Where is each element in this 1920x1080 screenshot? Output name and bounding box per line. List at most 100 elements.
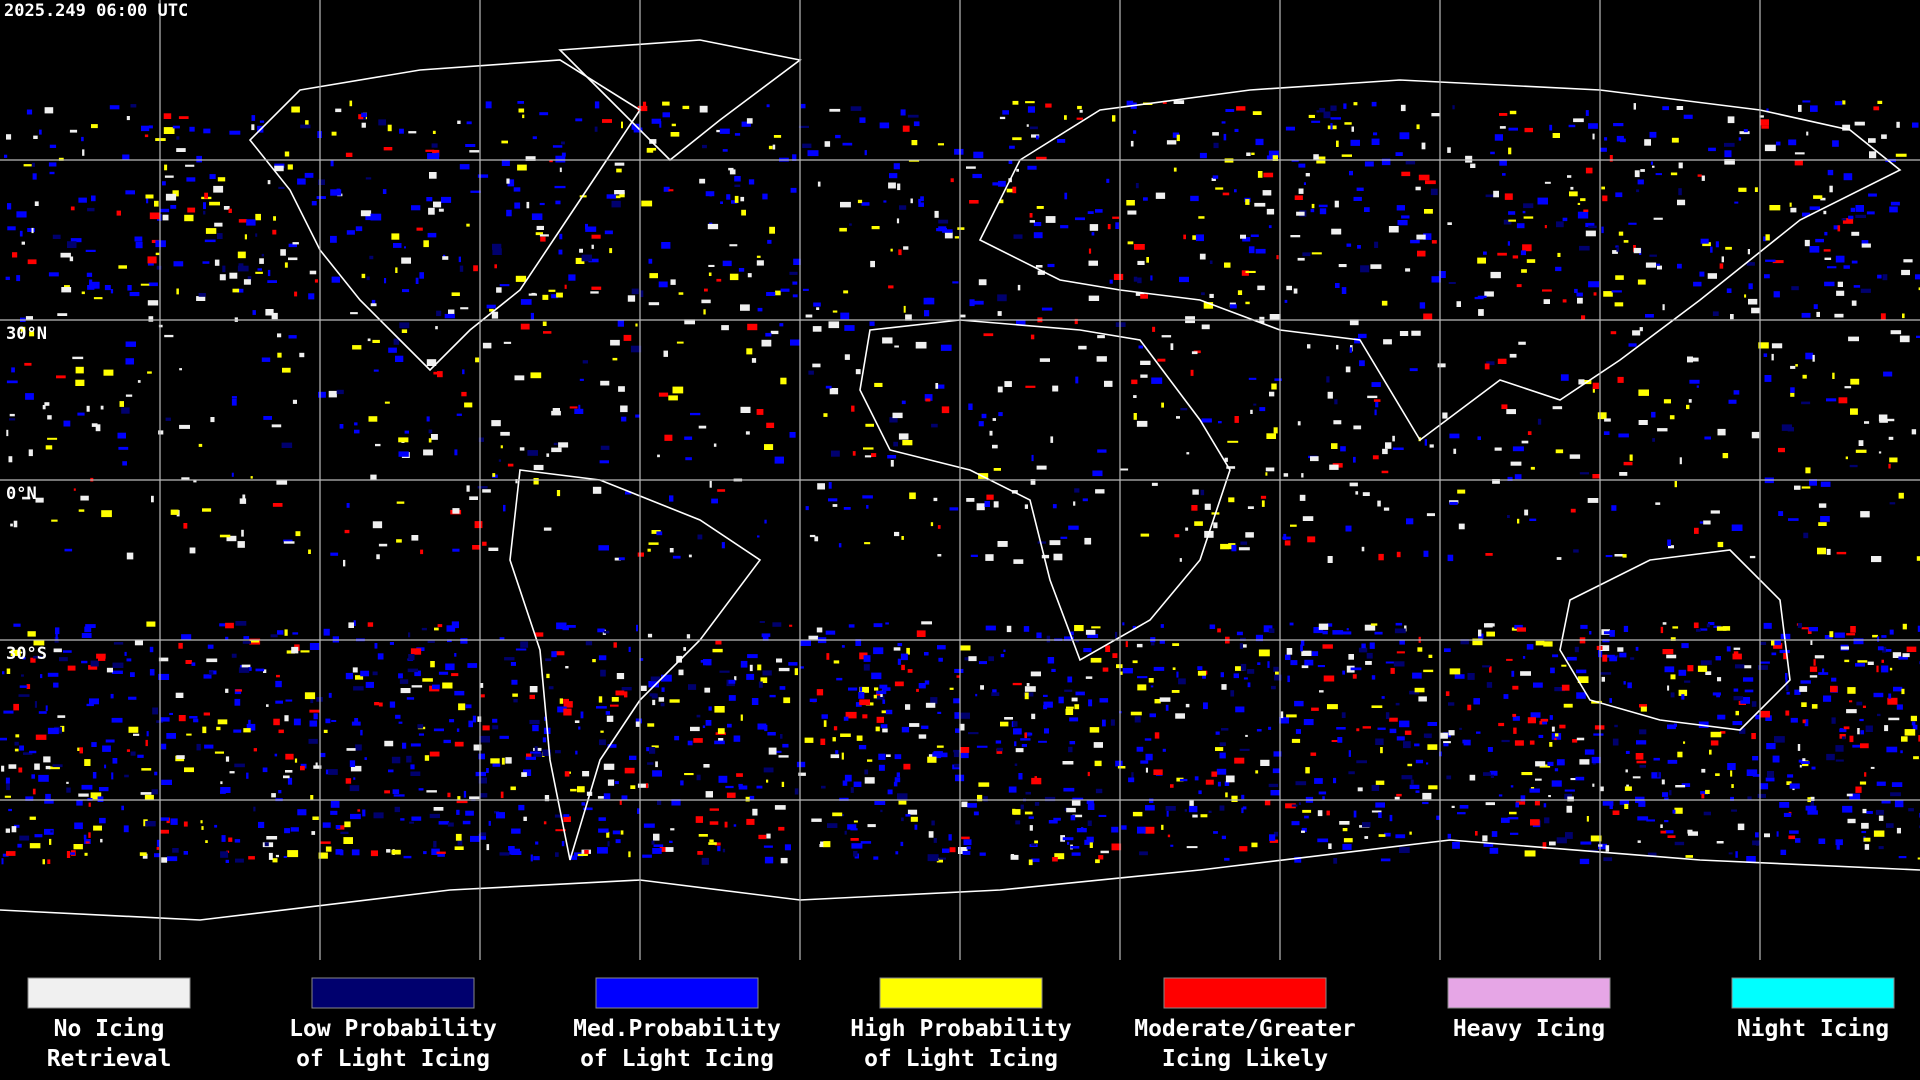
icing-pixel: [1717, 541, 1724, 548]
icing-pixel: [817, 483, 825, 490]
icing-pixel: [15, 734, 20, 738]
icing-pixel: [1086, 799, 1094, 804]
icing-pixel: [477, 174, 489, 178]
icing-pixel: [1364, 161, 1374, 167]
icing-pixel: [1624, 803, 1629, 809]
icing-pixel: [13, 623, 21, 627]
icing-pixel: [882, 699, 886, 704]
icing-pixel: [228, 837, 233, 842]
icing-pixel: [431, 143, 438, 148]
icing-pixel: [1087, 771, 1090, 777]
icing-pixel: [647, 762, 654, 765]
icing-pixel: [873, 623, 883, 628]
icing-pixel: [1394, 628, 1406, 634]
icing-pixel: [1615, 192, 1623, 198]
icing-pixel: [44, 107, 54, 114]
icing-pixel: [1504, 193, 1513, 200]
icing-pixel: [1837, 225, 1841, 232]
icing-pixel: [438, 821, 450, 825]
icing-pixel: [1342, 843, 1352, 850]
icing-pixel: [2, 671, 5, 675]
icing-pixel: [517, 101, 524, 104]
icing-pixel: [186, 177, 196, 182]
icing-pixel: [1677, 751, 1683, 758]
icing-pixel: [756, 409, 764, 415]
icing-pixel: [1179, 558, 1182, 562]
icing-pixel: [1161, 402, 1164, 408]
icing-pixel: [1105, 645, 1111, 652]
icing-pixel: [555, 155, 566, 163]
icing-pixel: [161, 857, 168, 863]
icing-pixel: [997, 386, 1003, 393]
icing-pixel: [540, 236, 546, 242]
icing-pixel: [1336, 344, 1339, 350]
icing-pixel: [1562, 299, 1567, 303]
icing-pixel: [1855, 214, 1866, 218]
icing-pixel: [1351, 126, 1354, 132]
icing-pixel: [847, 824, 857, 830]
icing-pixel: [141, 125, 150, 132]
icing-pixel: [616, 168, 622, 173]
icing-pixel: [734, 676, 737, 681]
icing-pixel: [889, 173, 898, 179]
icing-pixel: [1102, 667, 1109, 672]
icing-pixel: [1291, 821, 1300, 826]
icing-pixel: [1510, 461, 1522, 466]
icing-pixel: [508, 846, 515, 851]
icing-pixel: [614, 781, 619, 785]
icing-pixel: [1637, 816, 1649, 821]
icing-pixel: [447, 639, 452, 643]
icing-pixel: [532, 724, 539, 732]
icing-pixel: [1855, 205, 1864, 212]
icing-pixel: [451, 292, 460, 296]
icing-pixel: [1162, 748, 1166, 752]
icing-pixel: [1649, 254, 1657, 257]
icing-pixel: [1806, 131, 1809, 136]
icing-pixel: [600, 445, 610, 450]
icing-pixel: [1498, 722, 1505, 727]
icing-pixel: [1475, 831, 1478, 836]
icing-pixel: [225, 859, 229, 863]
icing-pixel: [1373, 399, 1381, 402]
icing-pixel: [442, 682, 453, 689]
icing-pixel: [1150, 685, 1154, 688]
icing-pixel: [513, 187, 521, 192]
icing-pixel: [503, 341, 512, 344]
icing-pixel: [670, 132, 680, 137]
icing-pixel: [255, 668, 265, 672]
icing-pixel: [1286, 285, 1292, 291]
icing-pixel: [1130, 711, 1142, 716]
icing-pixel: [1176, 416, 1180, 419]
icing-pixel: [284, 151, 290, 157]
icing-pixel: [1021, 744, 1027, 747]
icing-pixel: [1512, 685, 1519, 690]
icing-pixel: [1623, 240, 1629, 243]
icing-pixel: [962, 851, 971, 855]
icing-pixel: [1089, 841, 1093, 848]
icing-pixel: [47, 415, 52, 420]
icing-pixel: [602, 119, 612, 123]
icing-pixel: [1255, 138, 1264, 146]
icing-pixel: [1026, 124, 1029, 127]
icing-pixel: [69, 256, 74, 262]
icing-pixel: [1508, 127, 1518, 131]
icing-pixel: [729, 244, 738, 247]
icing-pixel: [1580, 198, 1586, 202]
icing-pixel: [1637, 840, 1641, 843]
icing-pixel: [393, 338, 400, 345]
icing-pixel: [128, 696, 137, 700]
icing-pixel: [32, 788, 36, 795]
icing-pixel: [1570, 508, 1576, 513]
icing-pixel: [792, 281, 798, 285]
icing-pixel: [214, 259, 220, 266]
icing-pixel: [259, 258, 264, 264]
icing-pixel: [898, 433, 909, 440]
icing-pixel: [1563, 703, 1573, 708]
icing-pixel: [918, 734, 927, 739]
icing-pixel: [1340, 446, 1346, 452]
icing-pixel: [34, 763, 40, 770]
icing-pixel: [757, 307, 763, 312]
icing-pixel: [1623, 625, 1629, 632]
icing-pixel: [874, 801, 886, 805]
icing-pixel: [563, 698, 569, 704]
